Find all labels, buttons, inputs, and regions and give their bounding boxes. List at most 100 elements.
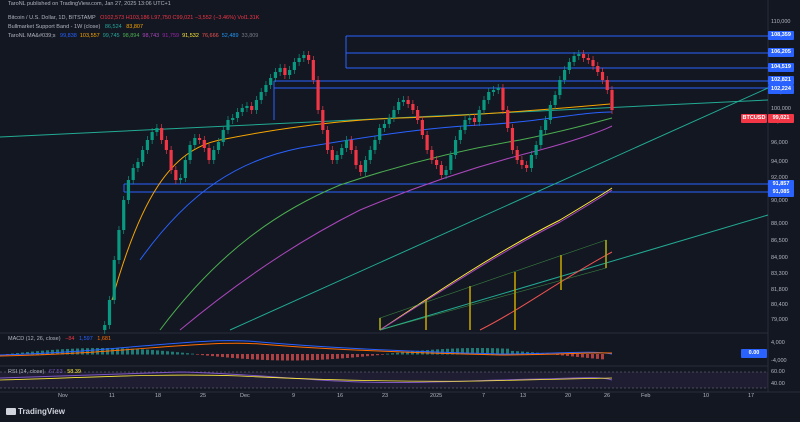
candle-body [335,155,339,160]
price-axis-label: 81,800 [771,287,788,293]
price-axis-label: 83,300 [771,271,788,277]
candle-body [453,140,458,155]
macd-bar [356,354,359,358]
macd-bar [211,354,214,357]
candle-body [254,100,259,110]
date-axis-label: 18 [155,393,162,399]
candle-body [416,110,420,120]
candle-body [302,55,306,58]
candle-body [169,150,173,170]
symbol-name: Bitcoin / U.S. Dollar, 1D, BITSTAMP [8,15,96,21]
price-tag: 91,857 [768,180,794,189]
macd-bar [561,354,564,356]
macd-axis-top: 4,000 [771,340,785,346]
macd-bar [576,354,579,357]
macd-bar [291,354,294,361]
macd-bar [286,354,289,361]
date-axis-label: 9 [292,393,296,399]
price-tag: 102,224 [768,85,794,94]
macd-bar [316,354,319,360]
price-axis-label: 79,000 [771,317,788,323]
macd-bar [321,354,324,360]
candle-body [368,150,372,160]
candle-body [387,118,391,124]
candle-body [107,300,112,325]
candle-body [477,110,481,122]
macd-bar [566,354,569,356]
logo-icon [6,408,16,416]
price-axis-label: 86,500 [771,238,788,244]
macd-bar [176,352,179,355]
candle-body [136,162,140,168]
macd-bar [156,350,159,355]
macd-bar [276,354,279,361]
price-tag: 91,085 [768,188,794,197]
candle-body [259,92,263,100]
macd-bar [11,353,14,355]
macd-bar [296,354,299,361]
candle-body [468,118,472,120]
macd-bar [351,354,354,358]
candle-body [306,55,311,60]
candle-body [174,170,178,180]
ma-legend[interactable]: TaroNL MA&#039;s 99,838 103,557 99,745 98,8… [8,32,258,41]
candle-body [155,128,159,132]
candle-body [363,160,368,172]
candle-body [596,66,600,72]
bmsb-value-1: 86,524 [104,24,122,30]
candle-body [525,165,529,168]
candle-body [425,135,429,150]
macd-bar [126,348,129,355]
date-axis-label: 10 [703,393,710,399]
macd-bar [226,354,229,358]
candle-body [240,108,244,112]
macd-bar [236,354,239,359]
candle-body [401,100,406,102]
macd-bar [446,348,449,355]
macd-bar [266,354,269,361]
candle-body [378,128,382,140]
bmsb-legend[interactable]: Bullmarket Support Band - 1W (close) 86,… [8,23,143,32]
macd-bar [571,354,574,357]
candle-body [529,155,534,168]
candle-body [235,112,240,118]
price-axis-label: 100,000 [771,106,791,112]
candle-body [340,148,344,155]
candle-body [430,150,434,160]
rsi-value-2: 58.39 [67,369,81,375]
candle-body [382,124,387,128]
macd-bar [601,354,604,360]
date-axis-label: 20 [565,393,572,399]
candle-body [515,150,519,160]
candle-body [216,142,221,150]
price-tag: BTCUSD [741,114,767,123]
candle-body [539,130,543,145]
macd-bar [171,351,174,355]
rsi-legend[interactable]: RSI (14, close) 67.53 58.39 [8,368,81,377]
macd-axis-bottom: -4,000 [771,358,787,364]
date-axis-label: 23 [382,393,389,399]
candle-body [103,325,107,330]
macd-legend[interactable]: MACD (12, 26, close) −84 1,597 1,681 [8,335,111,344]
macd-bar [6,354,9,355]
macd-bar [161,350,164,355]
candle-body [581,54,586,58]
macd-bar [376,354,379,356]
price-axis-label: 90,000 [771,198,788,204]
candle-body [548,105,552,120]
candle-body [231,118,235,120]
macd-bar [281,354,284,361]
macd-bar [21,352,24,355]
macd-bar [191,353,194,355]
price-axis-label: 96,000 [771,140,788,146]
macd-bar [166,351,169,355]
macd-bar [381,354,384,355]
candle-body [491,90,496,92]
macd-bar [336,354,339,359]
date-axis-label: Dec [240,393,250,399]
macd-bar [31,351,34,355]
symbol-legend[interactable]: Bitcoin / U.S. Dollar, 1D, BITSTAMP O102… [8,14,259,23]
macd-bar [46,350,49,355]
tradingview-logo: TradingView [6,407,65,416]
